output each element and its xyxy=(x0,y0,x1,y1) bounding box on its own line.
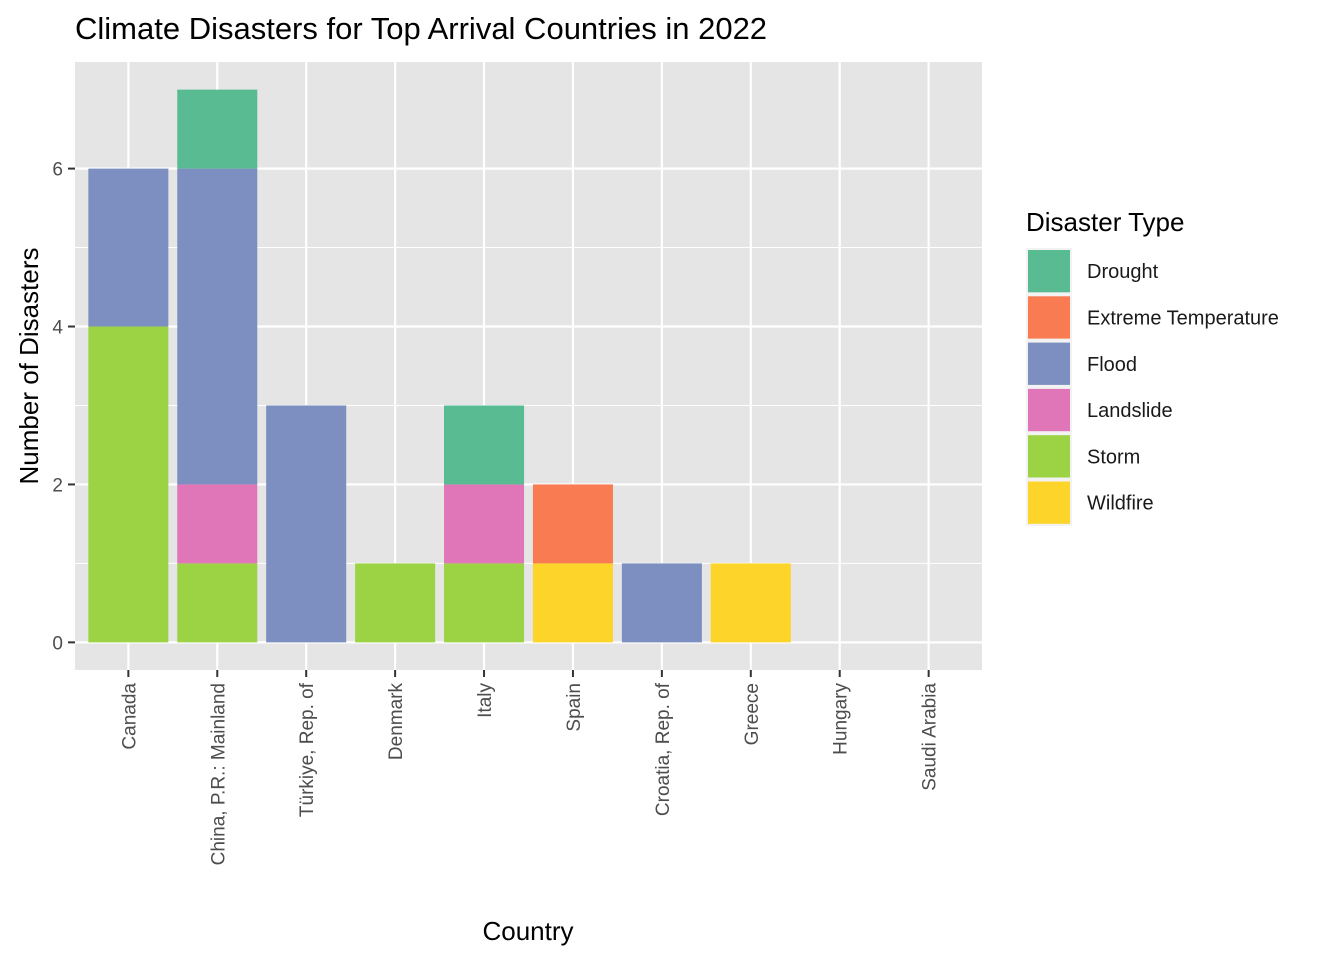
x-tick-label: Denmark xyxy=(386,683,407,761)
legend-swatch xyxy=(1028,388,1070,432)
bar-segment xyxy=(177,89,258,169)
legend-label: Flood xyxy=(1087,354,1137,376)
legend-swatch xyxy=(1028,250,1070,293)
bar-segment xyxy=(532,484,613,564)
x-axis-title: Country xyxy=(482,916,573,946)
bar-segment xyxy=(710,563,791,643)
x-tick-label: Greece xyxy=(742,683,763,745)
bar-segment xyxy=(355,563,436,643)
bar-segment xyxy=(88,168,169,327)
legend-swatch xyxy=(1028,296,1070,339)
y-axis: 0 2 4 6 xyxy=(52,160,75,654)
bar-segment xyxy=(177,563,258,643)
bar-segment xyxy=(266,405,347,643)
legend-label: Drought xyxy=(1087,261,1159,283)
chart-title: Climate Disasters for Top Arrival Countr… xyxy=(75,11,767,46)
x-tick-label: China, P.R.: Mainland xyxy=(208,683,229,865)
y-axis-title: Number of Disasters xyxy=(14,248,44,485)
legend-swatch xyxy=(1028,435,1070,478)
legend: Disaster Type Drought Extreme Temperature… xyxy=(1026,207,1279,526)
y-tick-label: 0 xyxy=(52,633,63,654)
y-tick-label: 6 xyxy=(52,160,63,181)
legend-swatch xyxy=(1028,342,1070,385)
bar-segment xyxy=(177,168,258,485)
x-tick-label: Croatia, Rep. of xyxy=(653,682,674,816)
x-axis: Canada China, P.R.: Mainland Türkiye, Rep.… xyxy=(119,670,941,865)
bar-segment xyxy=(532,563,613,643)
legend-label: Storm xyxy=(1087,446,1140,468)
x-tick-label: Spain xyxy=(564,683,585,732)
bar-segment xyxy=(444,563,525,643)
y-tick-label: 2 xyxy=(52,475,63,496)
bar-segment xyxy=(88,326,169,643)
legend-title: Disaster Type xyxy=(1026,207,1184,237)
x-tick-label: Canada xyxy=(119,683,140,750)
y-tick-label: 4 xyxy=(52,318,63,339)
x-tick-label: Saudi Arabia xyxy=(920,683,941,791)
bar-segment xyxy=(621,563,702,643)
x-tick-label: Hungary xyxy=(831,683,852,755)
bar-segment xyxy=(177,484,258,564)
x-tick-label: Türkiye, Rep. of xyxy=(297,682,318,817)
legend-label: Extreme Temperature xyxy=(1087,307,1279,329)
bar-segment xyxy=(444,484,525,564)
legend-label: Landslide xyxy=(1087,400,1173,422)
legend-label: Wildfire xyxy=(1087,493,1154,515)
bar-segment xyxy=(444,405,525,485)
legend-swatch xyxy=(1028,481,1070,524)
bars xyxy=(88,89,791,643)
x-tick-label: Italy xyxy=(475,683,496,718)
